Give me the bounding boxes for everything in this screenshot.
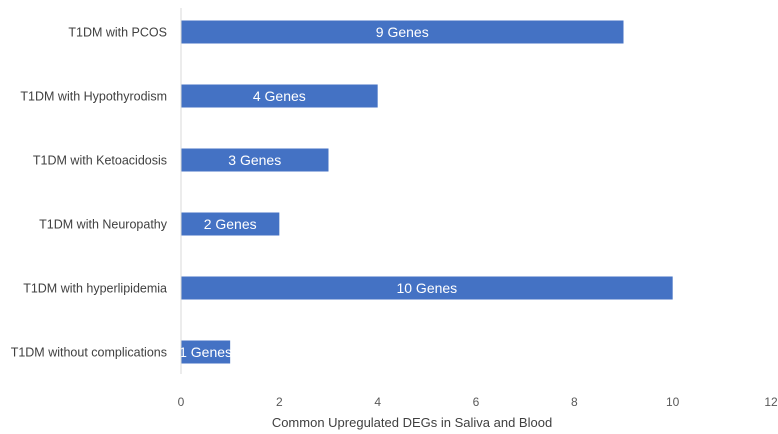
data-label-1: 4 Genes (253, 88, 306, 104)
bar-5 (181, 340, 231, 364)
category-label-3: T1DM with Neuropathy (39, 218, 168, 232)
category-labels: T1DM with PCOS T1DM with Hypothyrodism T1D… (11, 26, 168, 360)
bar-2 (181, 148, 329, 172)
data-label-0: 9 Genes (376, 24, 429, 40)
data-label-2: 3 Genes (228, 152, 281, 168)
x-tick-label-4: 8 (571, 395, 578, 409)
bar-0 (181, 20, 624, 44)
x-tick-labels: 0 2 4 6 8 10 12 (178, 395, 778, 409)
x-tick-label-6: 12 (764, 395, 778, 409)
bar-3 (181, 212, 280, 236)
data-labels: 9 Genes 4 Genes 3 Genes 2 Genes 10 Genes 1 Ge… (179, 24, 457, 360)
data-label-5: 1 Genes (179, 344, 232, 360)
x-tick-label-2: 4 (374, 395, 381, 409)
bars-group (181, 20, 673, 364)
category-label-1: T1DM with Hypothyrodism (20, 90, 167, 104)
category-label-5: T1DM without complications (11, 346, 167, 360)
bar-1 (181, 84, 378, 108)
x-tick-label-5: 10 (666, 395, 680, 409)
category-label-0: T1DM with PCOS (68, 26, 167, 40)
x-tick-label-0: 0 (178, 395, 185, 409)
category-label-2: T1DM with Ketoacidosis (33, 154, 167, 168)
x-tick-label-1: 2 (276, 395, 283, 409)
x-tick-label-3: 6 (473, 395, 480, 409)
bar-4 (181, 276, 673, 300)
category-label-4: T1DM with hyperlipidemia (23, 282, 167, 296)
data-label-4: 10 Genes (396, 280, 457, 296)
data-label-3: 2 Genes (204, 216, 257, 232)
x-axis-title: Common Upregulated DEGs in Saliva and Bl… (272, 415, 552, 430)
